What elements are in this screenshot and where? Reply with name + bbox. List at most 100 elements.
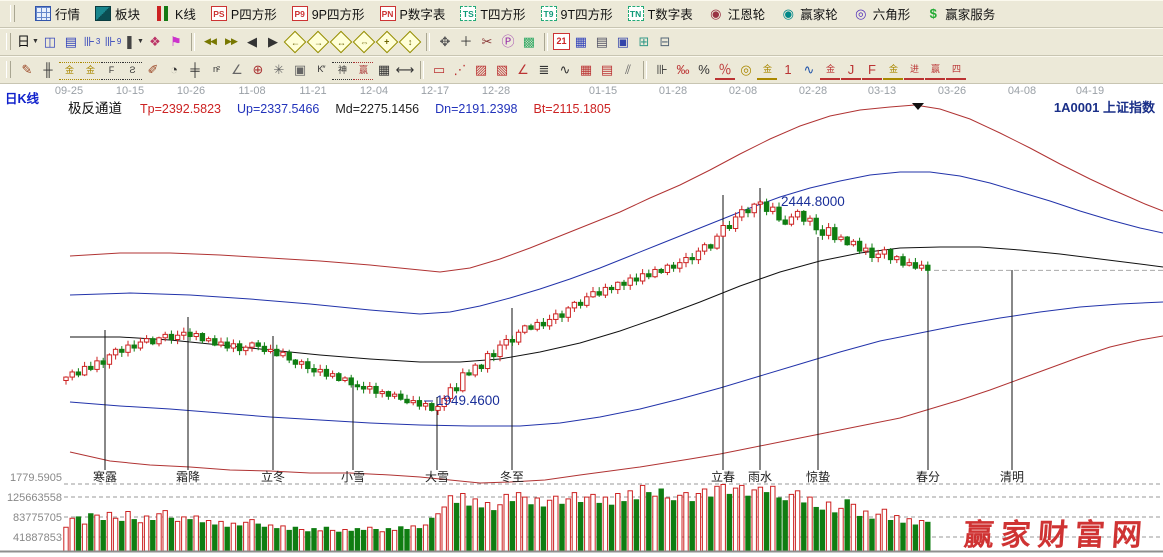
menu-t-square[interactable]: TS T四方形 bbox=[460, 4, 526, 23]
gold-lines-button[interactable]: 金 bbox=[757, 62, 777, 80]
bars-3-button[interactable]: ⊪ 3 bbox=[82, 32, 102, 52]
wave-button[interactable]: ∿ bbox=[799, 60, 819, 80]
win-line-button[interactable]: 赢 bbox=[925, 62, 945, 80]
s-fence-button[interactable]: Ƨ bbox=[122, 61, 142, 80]
volume-bar bbox=[745, 495, 751, 552]
gold-fence2-button[interactable]: 金 bbox=[80, 61, 100, 80]
gold-fence-button[interactable]: 金 bbox=[59, 61, 79, 80]
diamond-wide-button[interactable]: ⇔ bbox=[352, 30, 376, 53]
menu-9p-square[interactable]: P9 9P四方形 bbox=[291, 4, 365, 23]
red-grid2-button[interactable]: ▤ bbox=[597, 60, 617, 80]
n-square-button[interactable]: n² bbox=[206, 60, 226, 80]
red-grid-button[interactable]: ▦ bbox=[576, 60, 596, 80]
bars-9-button[interactable]: ⊪ 9 bbox=[103, 32, 123, 52]
j-line-button[interactable]: J bbox=[841, 62, 861, 80]
gold-red-button[interactable]: 金 bbox=[820, 62, 840, 80]
low-annotation: 1949.4600 bbox=[436, 393, 500, 408]
chart-canvas[interactable]: 寒露 霜降 立冬 小雪 大雪 冬至 立春 雨水 惊蛰 春分 清明 09-25 10-15 10-26 11-… bbox=[0, 84, 1163, 557]
menu-t-digit-table[interactable]: TN T数字表 bbox=[627, 4, 693, 23]
red-box-button[interactable]: ▭ bbox=[429, 60, 449, 80]
volume-pane-button[interactable]: ⊪ bbox=[652, 60, 672, 80]
candle-body bbox=[689, 257, 695, 261]
gold-circle-button[interactable]: ◎ bbox=[736, 60, 756, 80]
crosshair-button[interactable]: ＋ bbox=[456, 32, 476, 52]
print-button[interactable]: ⊟ bbox=[655, 32, 675, 52]
toolbar-glyph-icon: ✳ bbox=[273, 62, 285, 77]
chart-area[interactable]: 寒露 霜降 立冬 小雪 大雪 冬至 立春 雨水 惊蛰 春分 清明 09-25 10-15 10-26 11-… bbox=[0, 84, 1163, 557]
export-image-button[interactable]: ⊞ bbox=[634, 32, 654, 52]
zigzag-button[interactable]: ∿ bbox=[555, 60, 575, 80]
star-tool-button[interactable]: ✳ bbox=[269, 60, 289, 80]
candle-style-button[interactable]: ❚ ▼ bbox=[124, 32, 144, 52]
one-rocket-button[interactable]: 1 bbox=[778, 60, 798, 80]
pattern-button[interactable]: ❖ bbox=[145, 32, 165, 52]
menu-p-digit-table[interactable]: PN P数字表 bbox=[379, 4, 445, 23]
menu-p-square[interactable]: PS P四方形 bbox=[210, 4, 277, 23]
fan-box-button[interactable]: ▨ bbox=[471, 60, 491, 80]
diamond-left-button[interactable]: ← bbox=[283, 30, 307, 53]
grid-view-button[interactable]: ◫ bbox=[40, 32, 60, 52]
volume-bar bbox=[652, 495, 658, 552]
angle-lines-button[interactable]: ∠ bbox=[513, 60, 533, 80]
f-line-button[interactable]: F bbox=[862, 62, 882, 80]
volume-bar bbox=[633, 499, 640, 552]
percent7-button[interactable]: ‰ bbox=[673, 60, 693, 80]
report-view-button[interactable]: ▤ bbox=[61, 32, 81, 52]
volume-bar bbox=[646, 492, 652, 552]
percent-lines-button[interactable]: ％ bbox=[715, 62, 735, 80]
gann-circle-button[interactable]: ⊕ bbox=[248, 60, 268, 80]
hatch-button[interactable]: ⫽ bbox=[618, 60, 638, 80]
calendar-button[interactable]: 21 bbox=[552, 33, 570, 50]
hand-tool-button[interactable]: ✥ bbox=[435, 32, 455, 52]
notes-button[interactable]: ▤ bbox=[592, 32, 612, 52]
win-fence-button[interactable]: 赢 bbox=[353, 61, 373, 80]
menu-sectors[interactable]: 板块 bbox=[95, 4, 140, 23]
gann-ruler-button[interactable]: ╫ bbox=[38, 60, 58, 80]
net-box-button[interactable]: ▧ bbox=[492, 60, 512, 80]
p-tool-button[interactable]: Ⓟ bbox=[498, 32, 518, 52]
jin-line-button[interactable]: 进 bbox=[904, 62, 924, 80]
menu-kline[interactable]: K线 bbox=[155, 4, 196, 23]
pen2-tool-button[interactable]: ✐ bbox=[143, 60, 163, 80]
save-button[interactable]: ▣ bbox=[613, 32, 633, 52]
multi-line-button[interactable]: ≣ bbox=[534, 60, 554, 80]
k-note-button[interactable]: K″ bbox=[311, 60, 331, 80]
candle-body bbox=[342, 377, 348, 381]
diamond-right-button[interactable]: → bbox=[306, 30, 330, 53]
menu-hexagon[interactable]: ◎ 六角形 bbox=[853, 4, 910, 23]
period-label[interactable]: 日K线 bbox=[5, 92, 40, 106]
step-forward-button[interactable]: ▶ bbox=[263, 32, 283, 52]
percent-button[interactable]: % bbox=[694, 60, 714, 80]
period-day-button[interactable]: 日 ▼ bbox=[17, 32, 39, 52]
diamond-vertical-button[interactable]: ↕ bbox=[398, 30, 422, 53]
pen-tool-button[interactable]: ✎ bbox=[17, 60, 37, 80]
data-table-button[interactable]: ▦ bbox=[571, 32, 591, 52]
menu-gann-wheel[interactable]: ◉ 江恩轮 bbox=[708, 4, 765, 23]
volume-bar bbox=[844, 499, 850, 552]
target-grid-button[interactable]: ▣ bbox=[290, 60, 310, 80]
diamond-narrow-button[interactable]: ↔ bbox=[329, 30, 353, 53]
candle-body bbox=[584, 296, 590, 306]
angle-tool-button[interactable]: ∠ bbox=[227, 60, 247, 80]
step-back-button[interactable]: ◀ bbox=[242, 32, 262, 52]
diamond-cross-button[interactable]: + bbox=[375, 30, 399, 53]
f-fence-button[interactable]: F bbox=[101, 61, 121, 80]
maze-tool-button[interactable]: ▩ bbox=[519, 32, 539, 52]
fan-lines-button[interactable]: ⋰ bbox=[450, 60, 470, 80]
grid-123-button[interactable]: ▦ bbox=[374, 60, 394, 80]
menu-winner-service[interactable]: $ 赢家服务 bbox=[925, 4, 996, 23]
menu-winner-wheel[interactable]: ◉ 赢家轮 bbox=[780, 4, 838, 23]
si-line-button[interactable]: 四 bbox=[946, 62, 966, 80]
menu-quotes[interactable]: 行情 bbox=[35, 4, 80, 23]
candle-body bbox=[912, 262, 919, 269]
shen-fence-button[interactable]: 神 bbox=[332, 61, 352, 80]
ruler2-button[interactable]: ╪ bbox=[185, 60, 205, 80]
gold-angle-button[interactable]: 金 bbox=[883, 62, 903, 80]
menu-9t-square[interactable]: T9 9T四方形 bbox=[540, 4, 613, 23]
go-last-button[interactable]: ▶▶ bbox=[221, 32, 241, 52]
scissors-button[interactable]: ✂ bbox=[477, 32, 497, 52]
span-arrow-button[interactable]: ⟷ bbox=[395, 60, 415, 80]
time-cycle-button[interactable]: ◔ bbox=[164, 60, 184, 80]
signal-chart-button[interactable]: ⚑ bbox=[166, 32, 186, 52]
go-first-button[interactable]: ◀◀ bbox=[200, 32, 220, 52]
